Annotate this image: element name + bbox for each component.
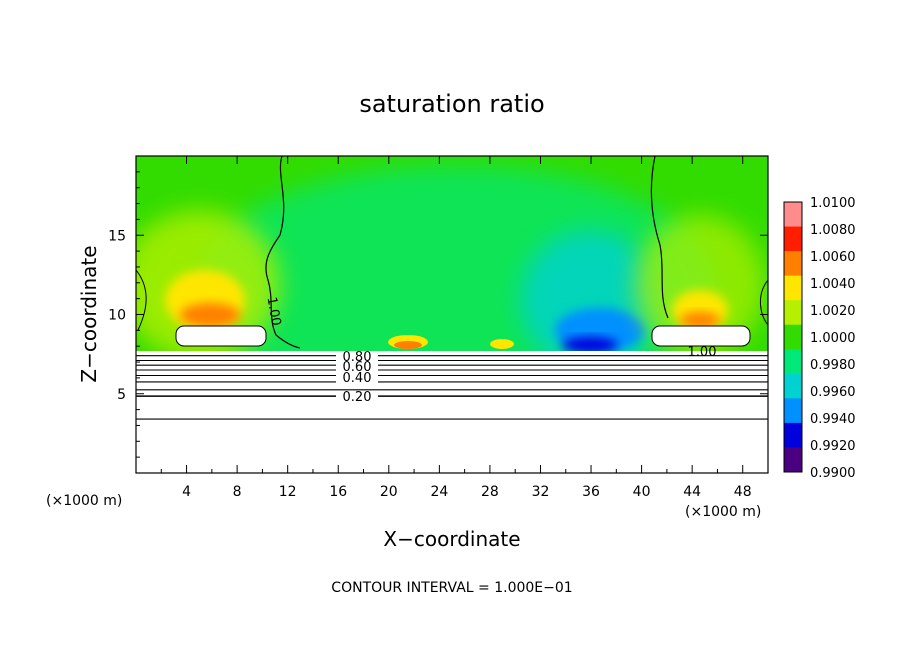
y-axis-ticks: 5 10 15 bbox=[108, 171, 768, 458]
heatmap-field bbox=[136, 156, 768, 351]
x-unit-right: (×1000 m) bbox=[685, 504, 761, 520]
colorbar-label-2: 1.0060 bbox=[810, 250, 856, 265]
x-unit-left: (×1000 m) bbox=[46, 493, 122, 509]
colorbar-swatch-0 bbox=[784, 202, 802, 228]
colorbar-swatch-2 bbox=[784, 251, 802, 277]
cloud-top-right bbox=[651, 325, 751, 347]
colorbar-swatch-3 bbox=[784, 275, 802, 301]
x-tick-label-2: 12 bbox=[279, 484, 297, 500]
colorbar-swatch-4 bbox=[784, 300, 802, 326]
x-tick-label-8: 36 bbox=[582, 484, 600, 500]
colorbar-swatch-8 bbox=[784, 398, 802, 424]
x-axis-label: X−coordinate bbox=[383, 527, 520, 551]
y-tick-label-1: 10 bbox=[108, 308, 126, 324]
y-tick-label-2: 15 bbox=[108, 228, 126, 244]
contour-label-4: 0.40 bbox=[343, 371, 372, 386]
contour-labels: 1.00 1.00 0.80 0.60 0.40 0.20 bbox=[264, 296, 717, 405]
colorbar: 1.0100 1.0080 1.0060 1.0040 1.0020 1.0000 0.99… bbox=[783, 196, 856, 481]
lower-field bbox=[136, 351, 768, 473]
contour-label-3: 0.60 bbox=[343, 360, 372, 375]
x-tick-label-0: 4 bbox=[182, 484, 191, 500]
field-blob-darkblue bbox=[562, 337, 618, 351]
colorbar-label-8: 0.9940 bbox=[810, 412, 856, 427]
colorbar-swatch-6 bbox=[784, 349, 802, 375]
colorbar-frame bbox=[783, 201, 803, 473]
colorbar-label-7: 0.9960 bbox=[810, 385, 856, 400]
y-tick-label-0: 5 bbox=[117, 387, 126, 403]
x-tick-label-10: 44 bbox=[683, 484, 701, 500]
contour-lines bbox=[136, 355, 768, 420]
colorbar-swatch-7 bbox=[784, 373, 802, 399]
x-tick-label-5: 24 bbox=[430, 484, 448, 500]
x-tick-label-6: 28 bbox=[481, 484, 499, 500]
colorbar-label-9: 0.9920 bbox=[810, 439, 856, 454]
field-blob-orange-left bbox=[180, 303, 240, 327]
chart-title: saturation ratio bbox=[359, 90, 544, 118]
colorbar-label-0: 1.0100 bbox=[810, 196, 856, 211]
cloud-bump-mid-core bbox=[394, 341, 422, 349]
contour-label-1: 1.00 bbox=[688, 345, 717, 360]
contour-label-0: 1.00 bbox=[264, 296, 284, 327]
colorbar-swatch-1 bbox=[784, 226, 802, 252]
y-axis-label: Z−coordinate bbox=[77, 245, 101, 382]
contour-label-5: 0.20 bbox=[343, 390, 372, 405]
x-tick-label-9: 40 bbox=[633, 484, 651, 500]
contour-label-2: 0.80 bbox=[343, 350, 372, 365]
contour-1-00-edge-right bbox=[760, 279, 768, 326]
colorbar-swatch-9 bbox=[784, 422, 802, 448]
cloud-top-left bbox=[175, 325, 267, 347]
contour-1-00-left bbox=[265, 156, 301, 349]
colorbar-label-1: 1.0080 bbox=[810, 223, 856, 238]
contour-1-00-edge-left bbox=[136, 269, 147, 331]
cloud-bump-right-small bbox=[490, 339, 514, 349]
colorbar-label-10: 0.9900 bbox=[810, 466, 856, 481]
colorbar-label-6: 0.9980 bbox=[810, 358, 856, 373]
field-blob-orange-right bbox=[680, 312, 720, 328]
contour-1-00-right bbox=[650, 156, 669, 319]
colorbar-label-3: 1.0040 bbox=[810, 277, 856, 292]
x-tick-label-4: 20 bbox=[380, 484, 398, 500]
colorbar-swatch-5 bbox=[784, 324, 802, 350]
contour-interval-note: CONTOUR INTERVAL = 1.000E−01 bbox=[331, 580, 572, 596]
colorbar-swatch-10 bbox=[784, 447, 802, 473]
colorbar-label-5: 1.0000 bbox=[810, 331, 856, 346]
plot-area bbox=[135, 155, 769, 474]
colorbar-label-4: 1.0020 bbox=[810, 304, 856, 319]
x-tick-label-7: 32 bbox=[532, 484, 550, 500]
x-tick-label-1: 8 bbox=[233, 484, 242, 500]
x-axis-ticks: 4 8 12 16 20 24 28 32 36 40 44 48 bbox=[160, 156, 752, 500]
x-tick-label-3: 16 bbox=[329, 484, 347, 500]
x-tick-label-11: 48 bbox=[734, 484, 752, 500]
